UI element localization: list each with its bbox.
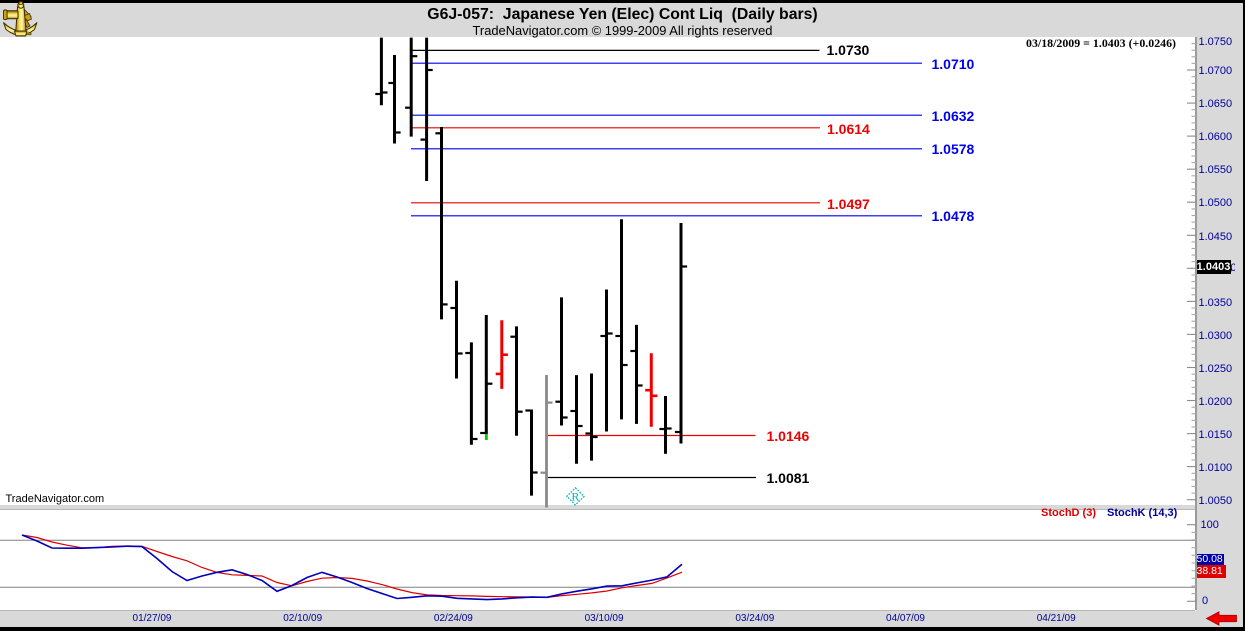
svg-text:R: R — [571, 490, 579, 504]
